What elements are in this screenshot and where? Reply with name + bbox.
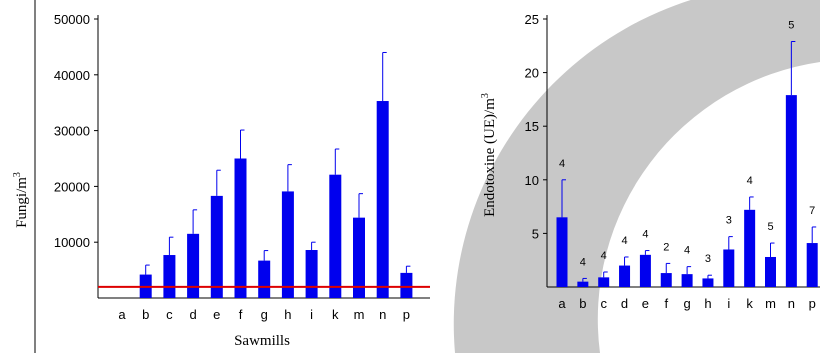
fungi-x-tick-label: f [239, 307, 243, 322]
background-ring [453, 0, 820, 353]
fungi-bar [353, 217, 365, 298]
endotoxin-y-tick-label: 25 [525, 12, 539, 27]
fungi-y-tick-label: 40000 [54, 68, 90, 83]
endotoxin-y-tick-label: 15 [525, 119, 539, 134]
fungi-x-tick-label: a [118, 307, 126, 322]
endotoxin-y-axis-title: Endotoxine (UE)/m3 [480, 93, 498, 217]
endotoxin-x-tick-label: e [642, 296, 649, 311]
endotoxin-sample-size-label: 4 [580, 256, 586, 268]
fungi-chart: Fungi/m3 Sawmills 10000 20000 30000 40000 50… [12, 12, 430, 349]
endotoxin-x-tick-label: f [664, 296, 668, 311]
endotoxin-y-tick-label: 5 [532, 226, 539, 241]
endotoxin-bar [660, 273, 672, 287]
fungi-y-tick-label: 10000 [54, 235, 90, 250]
fungi-y-tick-label: 20000 [54, 179, 90, 194]
endotoxin-y-tick-label: 10 [525, 173, 539, 188]
endotoxin-y-axis-title-sup: 3 [480, 93, 491, 98]
endotoxin-bar [702, 278, 714, 287]
fungi-y-axis-title-sup: 3 [12, 172, 23, 177]
fungi-x-tick-label: p [403, 307, 410, 322]
fungi-x-tick-label: h [284, 307, 291, 322]
fungi-bar [187, 233, 200, 298]
fungi-bar [376, 101, 389, 298]
endotoxin-sample-size-label: 4 [621, 235, 627, 247]
fungi-bar [258, 260, 271, 298]
endotoxin-sample-size-label: 3 [705, 253, 711, 265]
endotoxin-x-tick-label: g [683, 296, 690, 311]
endotoxin-bar [681, 274, 693, 287]
endotoxin-sample-size-label: 4 [642, 229, 648, 241]
endotoxin-sample-size-label: 4 [747, 175, 753, 187]
endotoxin-bar [577, 281, 589, 287]
fungi-x-tick-label: i [310, 307, 313, 322]
fungi-y-tick-label: 30000 [54, 124, 90, 139]
endotoxin-x-tick-label: d [621, 296, 628, 311]
endotoxin-bar [598, 277, 610, 287]
endotoxin-bar [765, 256, 776, 287]
fungi-bar [281, 191, 294, 298]
endotoxin-sample-size-label: 2 [663, 241, 669, 253]
endotoxin-sample-size-label: 5 [788, 20, 794, 32]
fungi-x-tick-label: d [189, 307, 196, 322]
fungi-bar [210, 195, 223, 298]
endotoxin-bar [806, 243, 818, 287]
endotoxin-sample-size-label: 5 [767, 221, 773, 233]
endotoxin-bar [639, 254, 651, 287]
endotoxin-bar [619, 265, 631, 287]
endotoxin-sample-size-label: 3 [726, 215, 732, 227]
endotoxin-bar [744, 209, 756, 287]
fungi-bar [329, 174, 342, 298]
endotoxin-x-tick-label: m [765, 296, 776, 311]
fungi-x-tick-label: k [332, 307, 339, 322]
fungi-y-axis-title-main: Fungi/m [14, 177, 30, 228]
fungi-bar [305, 250, 318, 298]
endotoxin-x-tick-label: p [809, 296, 816, 311]
endotoxin-chart: Endotoxine (UE)/m3 510152025a4b4c4d4e4f2… [480, 12, 820, 311]
endotoxin-bar [723, 249, 735, 287]
fungi-x-tick-label: b [142, 307, 149, 322]
endotoxin-x-tick-label: h [704, 296, 711, 311]
endotoxin-sample-size-label: 4 [684, 245, 690, 257]
fungi-x-tick-label: c [166, 307, 173, 322]
fungi-bar [234, 158, 247, 298]
endotoxin-sample-size-label: 4 [559, 158, 565, 170]
fungi-y-axis-title: Fungi/m3 [12, 172, 30, 228]
fungi-x-axis-title: Sawmills [234, 333, 290, 349]
endotoxin-sample-size-label: 4 [601, 250, 607, 262]
endotoxin-bar [556, 217, 568, 287]
fungi-x-tick-label: m [354, 307, 365, 322]
endotoxin-bar [785, 95, 797, 287]
endotoxin-y-tick-label: 20 [525, 66, 539, 81]
fungi-bar [400, 272, 413, 298]
endotoxin-x-tick-label: k [746, 296, 753, 311]
fungi-y-tick-label: 50000 [54, 12, 90, 27]
endotoxin-x-tick-label: a [558, 296, 566, 311]
endotoxin-x-tick-label: n [788, 296, 795, 311]
endotoxin-x-tick-label: b [579, 296, 586, 311]
fungi-x-tick-label: e [213, 307, 220, 322]
endotoxin-x-tick-label: i [727, 296, 730, 311]
fungi-bar [163, 255, 176, 298]
endotoxin-x-tick-label: c [600, 296, 607, 311]
endotoxin-sample-size-label: 7 [809, 205, 815, 217]
fungi-x-tick-label: n [379, 307, 386, 322]
endotoxin-y-axis-title-main: Endotoxine (UE)/m [482, 98, 498, 217]
fungi-x-tick-label: g [261, 307, 268, 322]
